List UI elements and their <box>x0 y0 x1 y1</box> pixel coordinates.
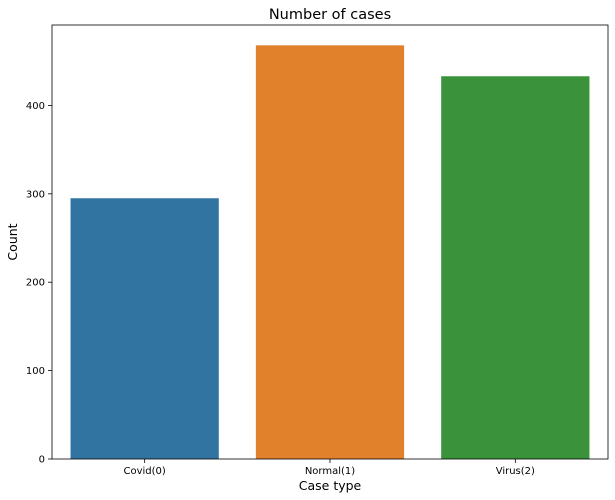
bar-normal-1 <box>255 45 405 459</box>
y-axis-label: Count <box>5 223 20 260</box>
y-tick-label: 200 <box>26 278 45 289</box>
x-tick-label: Virus(2) <box>496 466 535 477</box>
x-axis-label: Case type <box>299 478 362 493</box>
chart-title: Number of cases <box>269 7 391 23</box>
bar-covid-0 <box>70 198 219 459</box>
y-tick-label: 400 <box>26 101 45 112</box>
y-tick-label: 0 <box>39 455 45 466</box>
bar-virus-2 <box>441 76 590 460</box>
y-tick-label: 100 <box>26 366 45 377</box>
x-tick-label: Covid(0) <box>124 466 166 477</box>
plot-frame <box>51 24 609 460</box>
y-tick-label: 300 <box>26 189 45 200</box>
plot-area: 0 100 200 300 400 Covid(0) Normal(1) Virus(2) <box>26 24 609 477</box>
x-tick-label: Normal(1) <box>305 466 355 477</box>
